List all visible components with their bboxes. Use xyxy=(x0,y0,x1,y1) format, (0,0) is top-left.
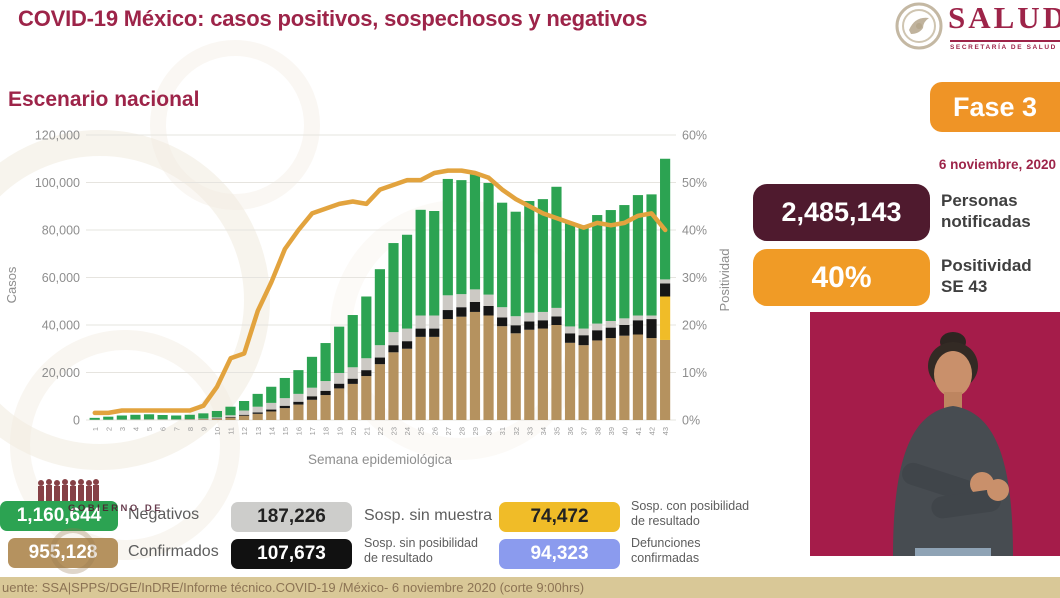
svg-text:80,000: 80,000 xyxy=(42,224,80,238)
notified-persons-label: Personas notificadas xyxy=(941,191,1031,232)
salud-logo-subtitle: SECRETARÍA DE SALUD xyxy=(950,40,1060,51)
legend-badge-sosp-sin-posibilidad: 107,673 xyxy=(231,539,352,569)
svg-text:14: 14 xyxy=(267,427,276,435)
source-footer-bar: uente: SSA|SPPS/DGE/InDRE/Informe técnic… xyxy=(0,577,1060,598)
svg-text:3: 3 xyxy=(118,427,127,431)
svg-text:25: 25 xyxy=(417,427,426,435)
svg-text:16: 16 xyxy=(295,427,304,435)
svg-text:0%: 0% xyxy=(682,414,700,428)
svg-text:8: 8 xyxy=(186,427,195,431)
legend-badge-sosp-con-posibilidad: 74,472 xyxy=(499,502,620,532)
positivity-badge: 40% xyxy=(753,249,930,306)
chart-title: Escenario nacional xyxy=(8,88,200,111)
legend-badge-negativos: 1,160,644 xyxy=(0,501,118,531)
svg-text:60%: 60% xyxy=(682,129,707,143)
salud-eagle-seal-icon xyxy=(895,2,943,50)
svg-text:13: 13 xyxy=(254,427,263,435)
svg-text:1: 1 xyxy=(91,427,100,431)
svg-text:41: 41 xyxy=(634,427,643,435)
svg-text:6: 6 xyxy=(159,427,168,431)
page-title: COVID-19 México: casos positivos, sospec… xyxy=(18,6,648,31)
positivity-label: Positividad SE 43 xyxy=(941,256,1032,297)
svg-text:15: 15 xyxy=(281,427,290,435)
svg-text:12: 12 xyxy=(240,427,249,435)
svg-text:30: 30 xyxy=(485,427,494,435)
svg-text:32: 32 xyxy=(512,427,521,435)
svg-text:39: 39 xyxy=(607,427,616,435)
svg-text:28: 28 xyxy=(457,427,466,435)
svg-text:22: 22 xyxy=(376,427,385,435)
epidemic-week-stacked-bar-chart: 0 0% 20,000 10% 40,000 20% 60,000 30% 80,000 40% 1… xyxy=(4,129,732,468)
svg-text:29: 29 xyxy=(471,427,480,435)
svg-text:17: 17 xyxy=(308,427,317,435)
svg-text:120,000: 120,000 xyxy=(35,129,80,143)
svg-text:100,000: 100,000 xyxy=(35,176,80,190)
svg-text:4: 4 xyxy=(132,427,141,431)
svg-text:24: 24 xyxy=(403,427,412,435)
svg-text:2: 2 xyxy=(104,427,113,431)
svg-text:33: 33 xyxy=(525,427,534,435)
svg-text:11: 11 xyxy=(227,427,236,435)
svg-text:9: 9 xyxy=(199,427,208,431)
svg-text:Semana epidemiológica: Semana epidemiológica xyxy=(308,452,453,467)
svg-text:36: 36 xyxy=(566,427,575,435)
legend-label-sosp-sin-posibilidad: Sosp. sin posibilidad de resultado xyxy=(364,536,478,565)
svg-text:38: 38 xyxy=(593,427,602,435)
svg-text:37: 37 xyxy=(580,427,589,435)
svg-text:18: 18 xyxy=(322,427,331,435)
svg-text:10: 10 xyxy=(213,427,222,435)
legend-label-confirmados: Confirmados xyxy=(128,543,219,560)
svg-text:60,000: 60,000 xyxy=(42,271,80,285)
svg-text:27: 27 xyxy=(444,427,453,435)
gobierno-heroes-watermark-icon xyxy=(38,479,99,501)
legend-label-negativos: Negativos xyxy=(128,506,200,523)
gobierno-watermark-seal xyxy=(50,528,96,574)
svg-text:Positividad: Positividad xyxy=(717,249,732,312)
svg-text:21: 21 xyxy=(362,427,371,435)
svg-text:7: 7 xyxy=(172,427,181,431)
legend-badge-sosp-sin-muestra: 187,226 xyxy=(231,502,352,532)
legend-label-sosp-sin-muestra: Sosp. sin muestra xyxy=(364,507,493,524)
svg-text:5: 5 xyxy=(145,427,154,431)
legend-label-sosp-con-posibilidad: Sosp. con posibilidad de resultado xyxy=(631,499,750,528)
svg-text:19: 19 xyxy=(335,427,344,435)
gobierno-watermark-text: GOBIERNO DE xyxy=(68,503,164,514)
svg-text:20%: 20% xyxy=(682,319,707,333)
sign-language-interpreter-video xyxy=(810,312,1060,556)
notified-persons-badge: 2,485,143 xyxy=(753,184,930,241)
source-text: uente: SSA|SPPS/DGE/InDRE/Informe técnic… xyxy=(2,580,585,595)
svg-text:35: 35 xyxy=(553,427,562,435)
interpreter-illustration xyxy=(810,312,1060,556)
phase-badge: Fase 3 xyxy=(930,82,1060,132)
report-date: 6 noviembre, 2020 xyxy=(938,157,1056,172)
svg-text:0: 0 xyxy=(73,414,80,428)
svg-text:42: 42 xyxy=(648,427,657,435)
svg-text:20,000: 20,000 xyxy=(42,366,80,380)
svg-text:40%: 40% xyxy=(682,224,707,238)
legend-label-defunciones: Defunciones confirmadas xyxy=(631,536,701,565)
legend-badge-defunciones: 94,323 xyxy=(499,539,620,569)
salud-logo-text: SALUD xyxy=(948,0,1060,35)
svg-text:40: 40 xyxy=(620,427,629,435)
svg-text:23: 23 xyxy=(390,427,399,435)
svg-text:20: 20 xyxy=(349,427,358,435)
svg-text:10%: 10% xyxy=(682,366,707,380)
svg-text:40,000: 40,000 xyxy=(42,319,80,333)
svg-text:43: 43 xyxy=(661,427,670,435)
svg-text:34: 34 xyxy=(539,427,548,435)
svg-text:26: 26 xyxy=(430,427,439,435)
svg-text:30%: 30% xyxy=(682,271,707,285)
svg-text:31: 31 xyxy=(498,427,507,435)
svg-text:Casos: Casos xyxy=(4,266,19,303)
svg-text:50%: 50% xyxy=(682,176,707,190)
